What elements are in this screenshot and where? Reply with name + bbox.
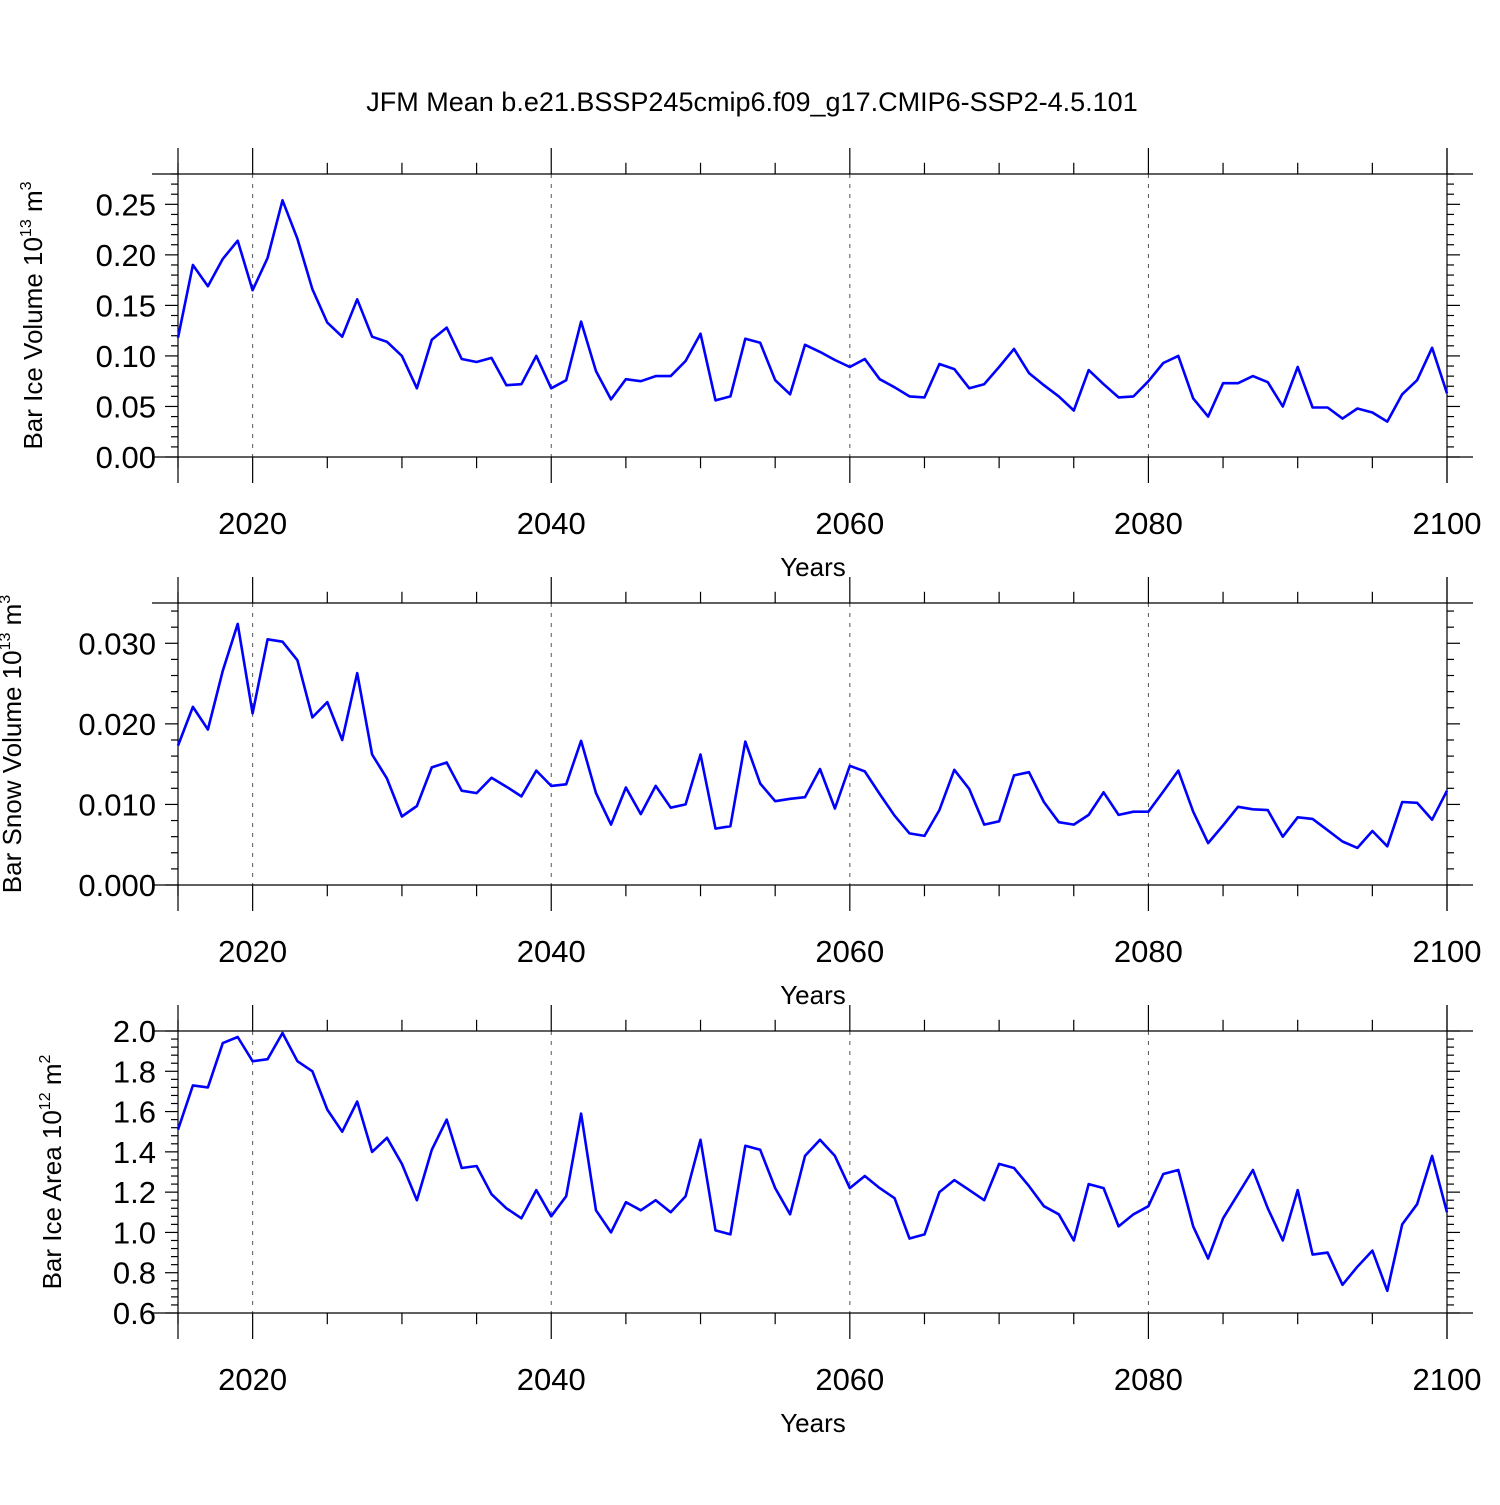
- y-label-exponent: 12: [37, 1092, 54, 1110]
- y-label-unit: m: [18, 190, 48, 219]
- y-tick-label: 0.05: [96, 389, 156, 424]
- y-axis-label: Bar Snow Volume 1013 m3: [0, 595, 27, 894]
- y-label-exponent: 13: [18, 219, 35, 237]
- y-tick-label: 0.020: [78, 707, 156, 742]
- x-tick-label: 2040: [517, 1362, 586, 1397]
- y-tick-label: 0.25: [96, 187, 156, 222]
- y-tick-label: 2.0: [113, 1014, 156, 1049]
- chart-panel-2: 2020 2040 2060 2080 2100 0.000 0.010 0.020 0.030…: [0, 577, 1481, 1010]
- y-tick-label: 0.20: [96, 238, 156, 273]
- y-axis-label: Bar Ice Volume 1013 m3: [18, 181, 48, 449]
- x-tick-label: 2040: [517, 506, 586, 541]
- y-label-unit-exponent: 3: [18, 181, 35, 190]
- y-label-unit-exponent: 2: [37, 1054, 54, 1063]
- y-tick-label: 0.15: [96, 288, 156, 323]
- y-axis-label: Bar Ice Area 1012 m2: [37, 1054, 67, 1289]
- y-tick-label: 0.030: [78, 626, 156, 661]
- y-label-unit-exponent: 3: [0, 595, 14, 604]
- x-tick-label: 2100: [1413, 1362, 1482, 1397]
- chart-panel-1: 2020 2040 2060 2080 2100 0.00 0.05 0.10 0.15 0.20…: [18, 148, 1481, 582]
- y-tick-label: 0.10: [96, 339, 156, 374]
- y-label-unit: m: [0, 604, 27, 633]
- x-tick-label: 2040: [517, 934, 586, 969]
- y-tick-label: 0.000: [78, 868, 156, 903]
- y-label-text: Bar Ice Area 10: [37, 1110, 67, 1289]
- y-label-unit: m: [37, 1063, 67, 1092]
- x-axis-label: Years: [780, 1408, 846, 1438]
- y-label-text: Bar Ice Volume 10: [18, 237, 48, 449]
- y-tick-label: 1.0: [113, 1215, 156, 1250]
- x-tick-label: 2080: [1114, 1362, 1183, 1397]
- y-tick-label: 0.010: [78, 787, 156, 822]
- x-tick-label: 2020: [218, 1362, 287, 1397]
- series-line: [178, 624, 1447, 848]
- x-tick-label: 2080: [1114, 934, 1183, 969]
- y-label-exponent: 13: [0, 632, 14, 650]
- series-line: [178, 1033, 1447, 1291]
- chart-panel-3: 2020 2040 2060 2080 2100 0.6 0.8 1.0 1.2 1.4 1.6 1.…: [37, 1005, 1481, 1438]
- x-axis-label: Years: [780, 980, 846, 1010]
- y-tick-label: 1.8: [113, 1054, 156, 1089]
- y-label-text: Bar Snow Volume 10: [0, 650, 27, 893]
- x-tick-label: 2020: [218, 934, 287, 969]
- x-tick-label: 2080: [1114, 506, 1183, 541]
- x-axis-label: Years: [780, 552, 846, 582]
- x-tick-label: 2100: [1413, 934, 1482, 969]
- y-tick-label: 0.8: [113, 1256, 156, 1291]
- y-tick-label: 1.6: [113, 1095, 156, 1130]
- y-tick-label: 1.4: [113, 1135, 156, 1170]
- y-tick-label: 0.6: [113, 1296, 156, 1331]
- x-tick-label: 2060: [815, 1362, 884, 1397]
- series-line: [178, 200, 1447, 421]
- x-tick-label: 2060: [815, 934, 884, 969]
- x-tick-label: 2100: [1413, 506, 1482, 541]
- x-tick-label: 2020: [218, 506, 287, 541]
- chart-title: JFM Mean b.e21.BSSP245cmip6.f09_g17.CMIP…: [366, 87, 1137, 117]
- y-tick-label: 1.2: [113, 1175, 156, 1210]
- x-tick-label: 2060: [815, 506, 884, 541]
- y-tick-label: 0.00: [96, 440, 156, 475]
